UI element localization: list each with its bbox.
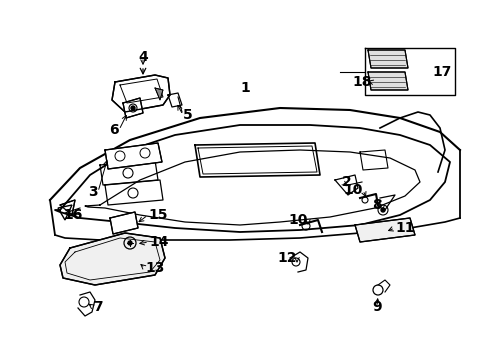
Text: 18: 18 — [352, 75, 371, 89]
Text: 9: 9 — [371, 300, 381, 314]
Circle shape — [131, 106, 135, 110]
Text: 14: 14 — [149, 235, 168, 249]
Text: 2: 2 — [341, 175, 351, 189]
Polygon shape — [354, 218, 414, 242]
Text: 16: 16 — [63, 208, 83, 222]
Polygon shape — [367, 50, 407, 68]
Polygon shape — [105, 143, 162, 169]
Text: 5: 5 — [183, 108, 192, 122]
Circle shape — [128, 241, 132, 245]
Text: 12: 12 — [277, 251, 296, 265]
Text: 13: 13 — [145, 261, 164, 275]
Polygon shape — [123, 98, 142, 118]
Text: 10: 10 — [288, 213, 307, 227]
Text: 15: 15 — [148, 208, 167, 222]
Text: 4: 4 — [138, 50, 147, 64]
Polygon shape — [60, 233, 164, 285]
Text: 1: 1 — [240, 81, 249, 95]
Polygon shape — [367, 72, 407, 90]
Text: 7: 7 — [93, 300, 102, 314]
Circle shape — [380, 208, 384, 212]
Text: 6: 6 — [109, 123, 119, 137]
Text: 3: 3 — [88, 185, 98, 199]
Text: 17: 17 — [431, 65, 450, 79]
Text: 8: 8 — [371, 198, 381, 212]
Text: 10: 10 — [343, 183, 362, 197]
Polygon shape — [112, 75, 170, 112]
Polygon shape — [110, 212, 138, 234]
Polygon shape — [155, 88, 163, 100]
Text: 11: 11 — [394, 221, 414, 235]
